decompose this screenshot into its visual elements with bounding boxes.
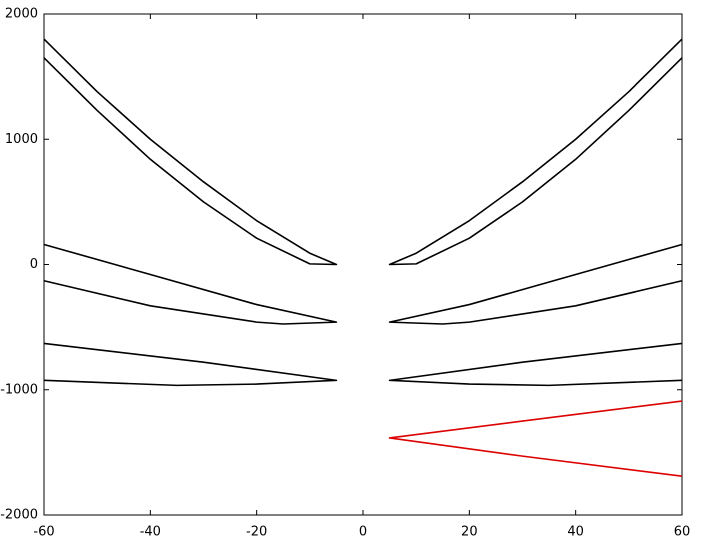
curve: [388, 38, 683, 266]
x-tick-label: -60: [33, 525, 54, 540]
y-tick-label: 1000: [5, 132, 38, 147]
x-tick-label: 20: [461, 525, 478, 540]
y-tick-label: -2000: [0, 508, 38, 523]
x-tick-label: 0: [359, 525, 367, 540]
x-tick-label: -20: [246, 525, 267, 540]
x-tick-label: 60: [674, 525, 691, 540]
curve: [43, 342, 338, 387]
curve: [388, 400, 683, 477]
y-tick-label: 2000: [5, 7, 38, 22]
curve: [388, 243, 683, 325]
curve: [43, 38, 338, 266]
y-tick-label: 0: [30, 257, 38, 272]
curve: [388, 342, 683, 387]
x-tick-label: -40: [140, 525, 161, 540]
curve: [43, 243, 338, 325]
y-tick-label: -1000: [0, 382, 38, 397]
x-tick-label: 40: [567, 525, 584, 540]
plot-frame: [43, 13, 683, 516]
